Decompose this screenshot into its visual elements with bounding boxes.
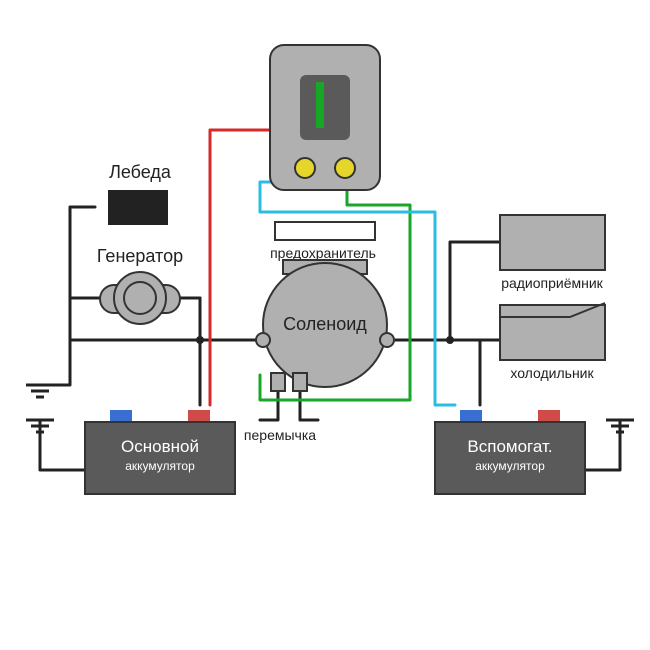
generator-label: Генератор	[97, 246, 183, 266]
main-battery	[85, 422, 235, 494]
radio	[500, 215, 605, 270]
aux-battery	[435, 422, 585, 494]
aux-battery-label: Вспомогат.	[467, 437, 552, 456]
fuse-label: предохранитель	[270, 245, 376, 261]
jumper-label: перемычка	[244, 427, 316, 443]
svg-text:аккумулятор: аккумулятор	[475, 459, 545, 473]
radio-label: радиоприёмник	[501, 275, 603, 291]
svg-text:аккумулятор: аккумулятор	[125, 459, 195, 473]
winch-label: Лебеда	[109, 162, 172, 182]
fridge	[500, 305, 605, 360]
fridge-label: холодильник	[510, 365, 594, 381]
wiring-diagram: Лебеда Генератор предохранитель Соленоид пер…	[0, 0, 650, 650]
terminal-dot	[335, 158, 355, 178]
winch	[108, 190, 168, 225]
terminal-dot	[295, 158, 315, 178]
fuse	[275, 222, 375, 240]
indicator-led	[316, 82, 324, 128]
main-battery-label: Основной	[121, 437, 199, 456]
solenoid-label: Соленоид	[283, 314, 367, 334]
